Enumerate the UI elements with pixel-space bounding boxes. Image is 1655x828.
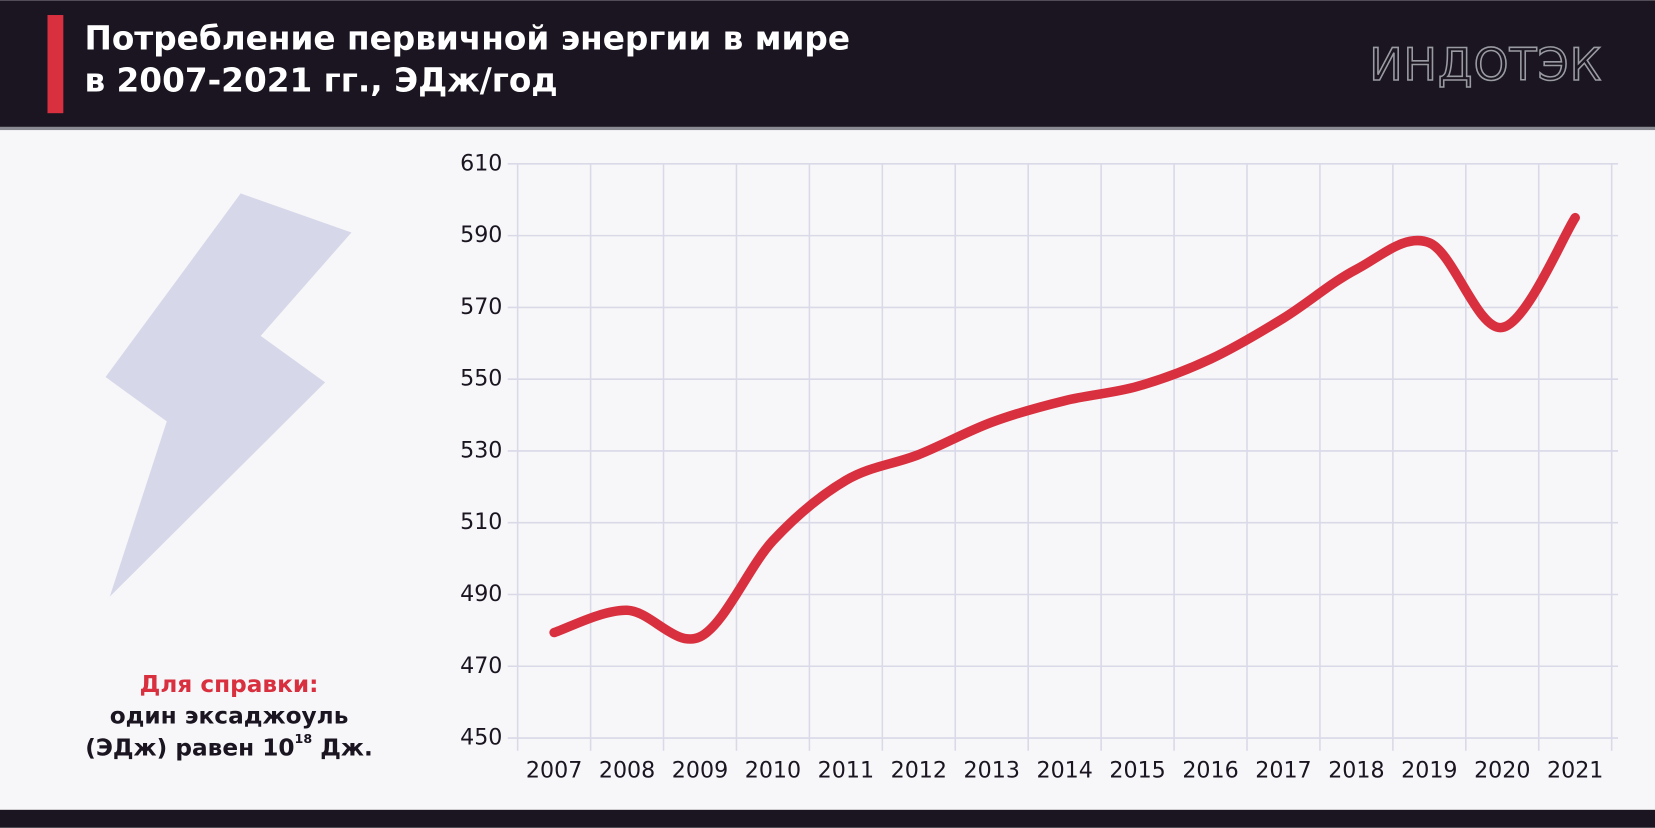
logo: ИНДОТЭК (1369, 40, 1602, 91)
x-tick-label: 2010 (745, 757, 801, 783)
y-tick-label: 570 (460, 294, 502, 320)
x-tick-label: 2011 (818, 757, 874, 783)
accent-bar (47, 15, 64, 114)
y-tick-label: 450 (460, 725, 502, 751)
x-tick-label: 2015 (1109, 757, 1165, 783)
x-tick-label: 2020 (1474, 757, 1530, 783)
y-tick-label: 590 (460, 222, 502, 248)
x-tick-label: 2017 (1255, 757, 1311, 783)
note-exponent: 18 (295, 731, 313, 746)
y-tick-label: 510 (460, 509, 502, 535)
x-tick-label: 2009 (672, 757, 728, 783)
note-text: (ЭДж) равен 10 (85, 734, 294, 761)
note-line: (ЭДж) равен 1018 Дж. (85, 731, 373, 761)
note-title: Для справки: (140, 671, 319, 698)
header-rule (0, 126, 1655, 131)
y-tick-label: 610 (460, 150, 502, 176)
x-tick-label: 2012 (891, 757, 947, 783)
title-line: Потребление первичной энергии в мире (84, 19, 850, 57)
footer-bar (0, 809, 1655, 828)
lightning-icon (105, 193, 352, 597)
y-tick-label: 490 (460, 581, 502, 607)
x-tick-label: 2016 (1182, 757, 1238, 783)
x-tick-label: 2013 (964, 757, 1020, 783)
x-tick-label: 2007 (526, 757, 582, 783)
line-series (549, 212, 1580, 644)
x-tick-label: 2019 (1401, 757, 1457, 783)
x-tick-label: 2014 (1036, 757, 1092, 783)
header-bg (0, 0, 1655, 127)
x-tick-label: 2008 (599, 757, 655, 783)
x-tick-label: 2018 (1328, 757, 1384, 783)
x-tick-label: 2021 (1547, 757, 1603, 783)
note-text: Дж. (312, 734, 373, 761)
y-tick-label: 550 (460, 366, 502, 392)
y-tick-label: 530 (460, 437, 502, 463)
y-tick-label: 470 (460, 653, 502, 679)
note-line: один эксаджоуль (110, 702, 349, 729)
title-line: в 2007-2021 гг., ЭДж/год (84, 62, 557, 100)
